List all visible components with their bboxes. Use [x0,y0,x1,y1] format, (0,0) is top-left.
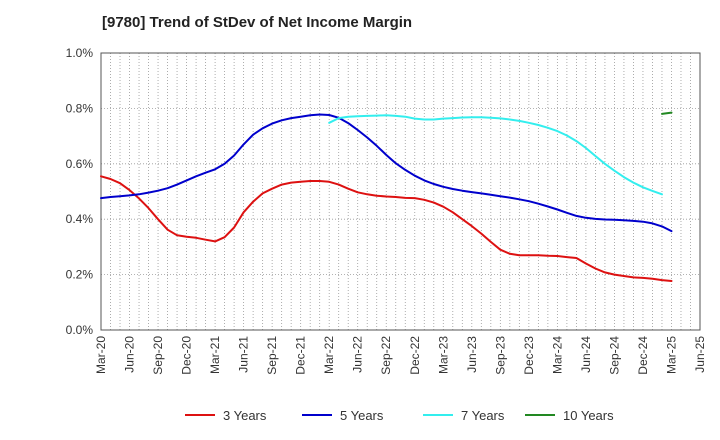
x-tick-label: Jun-24 [579,336,593,373]
legend-label: 3 Years [223,408,267,423]
x-tick-label: Jun-22 [351,336,365,373]
y-tick-label: 0.8% [66,101,94,115]
x-tick-label: Dec-23 [522,336,536,375]
series-line-7-years [328,114,663,196]
legend-label: 7 Years [461,408,505,423]
x-tick-label: Mar-24 [550,336,564,374]
x-tick-label: Jun-21 [237,336,251,373]
x-tick-label: Dec-21 [294,336,308,375]
legend: 3 Years 5 Years 7 Years 10 Years [185,408,614,423]
plot-grid [101,53,700,330]
x-tick-label: Sep-21 [265,336,279,375]
chart-title: [9780] Trend of StDev of Net Income Marg… [102,14,413,31]
series-lines [100,111,673,282]
x-tick-label: Mar-23 [436,336,450,374]
y-tick-label: 0.0% [66,323,94,337]
x-tick-label: Mar-22 [322,336,336,374]
x-tick-label: Jun-20 [123,336,137,373]
x-tick-label: Sep-24 [607,336,621,375]
y-tick-label: 1.0% [66,46,94,60]
x-axis-ticks: Mar-20 Jun-20 Sep-20 Dec-20 Mar-21 Jun-21 Sep-… [94,336,707,375]
x-tick-label: Dec-20 [180,336,194,375]
x-tick-label: Jun-25 [693,336,707,373]
y-axis-ticks: 0.0% 0.2% 0.4% 0.6% 0.8% 1.0% [66,46,94,337]
series-line-3-years [100,175,673,282]
y-tick-label: 0.4% [66,212,94,226]
legend-label: 10 Years [563,408,614,423]
plot-frame [100,52,701,331]
x-tick-label: Sep-22 [379,336,393,375]
y-tick-label: 0.2% [66,268,94,282]
x-tick-label: Jun-23 [465,336,479,373]
series-line-10-years [661,111,673,115]
x-tick-label: Mar-20 [94,336,108,374]
x-tick-label: Mar-25 [664,336,678,374]
x-tick-label: Sep-20 [151,336,165,375]
x-tick-label: Dec-22 [408,336,422,375]
x-tick-label: Sep-23 [493,336,507,375]
x-tick-label: Mar-21 [208,336,222,374]
series-line-5-years [100,113,673,233]
y-tick-label: 0.6% [66,157,94,171]
legend-label: 5 Years [340,408,384,423]
x-tick-label: Dec-24 [636,336,650,375]
